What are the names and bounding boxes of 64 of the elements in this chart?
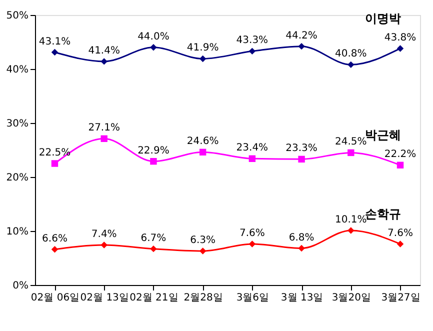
- data-label: 22.2%: [384, 149, 416, 160]
- point: [348, 149, 354, 156]
- data-label: 24.6%: [186, 136, 219, 148]
- point: [150, 44, 157, 51]
- y-tick-label: 20%: [6, 172, 28, 184]
- data-label: 27.1%: [88, 122, 120, 134]
- point: [150, 158, 157, 165]
- x-tick-label: 02월 13일: [80, 292, 129, 304]
- x-tick-label: 02월 21일: [130, 292, 178, 304]
- point: [396, 45, 404, 52]
- point: [100, 242, 108, 248]
- point: [51, 246, 58, 253]
- x-tick-label: 3월6일: [236, 292, 270, 304]
- data-label: 43.8%: [384, 32, 416, 44]
- data-label: 6.6%: [42, 233, 68, 244]
- data-label: 7.4%: [91, 229, 117, 240]
- point: [348, 61, 354, 68]
- y-tick-label: 0%: [12, 280, 28, 292]
- x-tick-label: 3월20일: [332, 292, 371, 304]
- point: [396, 162, 404, 168]
- y-tick-label: 30%: [6, 118, 28, 130]
- point: [348, 227, 354, 234]
- y-tick-label: 10%: [6, 226, 28, 238]
- point: [248, 155, 256, 162]
- data-label: 6.3%: [190, 234, 216, 246]
- point: [199, 55, 206, 62]
- data-label: 24.5%: [335, 136, 367, 148]
- point: [100, 135, 108, 142]
- data-label: 44.0%: [138, 31, 170, 42]
- point: [150, 245, 157, 252]
- data-label: 23.4%: [236, 142, 268, 154]
- data-label: 7.6%: [388, 228, 413, 239]
- point: [298, 42, 305, 50]
- y-tick-label: 40%: [6, 64, 28, 76]
- data-label: 23.3%: [286, 143, 318, 154]
- point: [248, 240, 256, 248]
- data-label: 41.4%: [88, 45, 120, 56]
- data-label: 10.1%: [335, 214, 367, 226]
- point: [298, 156, 305, 163]
- data-label: 6.8%: [288, 232, 314, 244]
- x-tick-label: 3월 13일: [280, 292, 324, 304]
- y-tick-label: 50%: [6, 10, 28, 22]
- data-label: 6.7%: [140, 232, 166, 244]
- series-label: 박근혜: [364, 128, 401, 142]
- data-label: 43.3%: [236, 35, 268, 46]
- x-tick-label: 3월27일: [381, 292, 420, 304]
- point: [51, 48, 58, 56]
- point: [100, 58, 108, 65]
- data-label: 40.8%: [335, 48, 367, 60]
- x-tick-label: 02월 06일: [30, 292, 80, 304]
- data-label: 22.9%: [138, 145, 170, 156]
- x-tick-label: 2월28일: [184, 292, 223, 304]
- data-label: 41.9%: [186, 42, 219, 54]
- point: [199, 148, 206, 156]
- point: [199, 248, 206, 254]
- data-label: 7.6%: [239, 228, 265, 239]
- point: [51, 160, 58, 167]
- point: [248, 48, 256, 55]
- point: [396, 240, 404, 248]
- data-label: 43.1%: [38, 36, 71, 48]
- point: [298, 244, 305, 252]
- series-label: 손학규: [364, 206, 401, 221]
- data-label: 44.2%: [286, 30, 318, 42]
- series-label: 이명박: [364, 11, 401, 26]
